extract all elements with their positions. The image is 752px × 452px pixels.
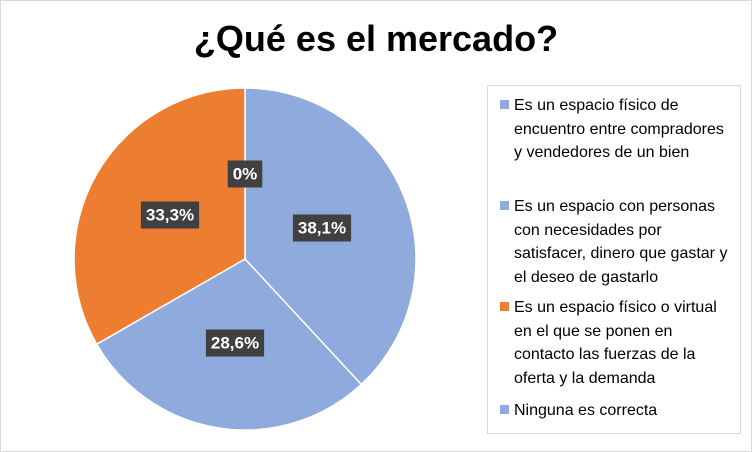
data-label-text: 38,1% [298,219,346,238]
legend-item: Es un espacio físico de encuentro entre … [500,94,736,165]
legend-swatch [500,201,509,210]
data-label: 28,6% [205,329,265,357]
legend-label: Ninguna es correcta [514,402,658,419]
data-label-box [140,201,200,229]
data-label-box [292,214,352,242]
data-label: 0% [227,160,263,188]
data-label-box [227,160,263,188]
legend-swatch [500,405,509,414]
legend-item: Es un espacio con personas con necesidad… [500,195,736,289]
data-label: 38,1% [292,214,352,242]
data-label-text: 0% [233,165,258,184]
legend: Es un espacio físico de encuentro entre … [487,85,741,434]
legend-label: Es un espacio físico de encuentro entre … [514,97,724,161]
legend-item: Es un espacio físico o virtual en el que… [500,296,736,390]
legend-swatch [500,302,509,311]
data-label-text: 28,6% [211,334,259,353]
data-label-text: 33,3% [146,206,194,225]
legend-label: Es un espacio con personas con necesidad… [514,198,728,286]
legend-label: Es un espacio físico o virtual en el que… [514,299,717,387]
data-label-box [205,329,265,357]
chart-title: ¿Qué es el mercado? [193,18,559,59]
legend-item: Ninguna es correcta [500,399,736,423]
data-label: 33,3% [140,201,200,229]
legend-swatch [500,100,509,109]
